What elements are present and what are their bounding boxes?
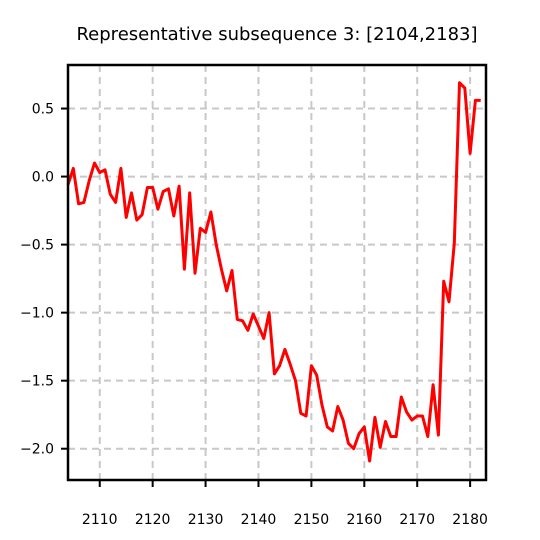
x-tick-label: 2150: [294, 512, 330, 528]
x-tick-label: 2180: [452, 512, 488, 528]
x-tick-label: 2130: [188, 512, 224, 528]
chart-title: Representative subsequence 3: [2104,2183…: [76, 24, 477, 45]
x-tick-label: 2140: [241, 512, 277, 528]
series-layer: [66, 81, 481, 463]
grid-layer: [68, 65, 486, 480]
series-line: [66, 81, 481, 463]
x-tick-label: 2170: [399, 512, 435, 528]
y-tick-label: 0.0: [32, 170, 54, 186]
x-tick-label: 2120: [135, 512, 171, 528]
tick-layer: 2110 2120 2130 2140 2150 2160 2170 2180 0.5 0.0 −0…: [20, 102, 488, 528]
y-tick-label: −1.0: [20, 306, 54, 322]
y-tick-label: −2.0: [20, 442, 54, 458]
plot-frame: [66, 63, 488, 482]
y-tick-label: −1.5: [20, 374, 54, 390]
y-tick-label: 0.5: [32, 102, 54, 118]
y-tick-label: −0.5: [20, 238, 54, 254]
x-tick-label: 2110: [82, 512, 118, 528]
x-tick-label: 2160: [346, 512, 382, 528]
